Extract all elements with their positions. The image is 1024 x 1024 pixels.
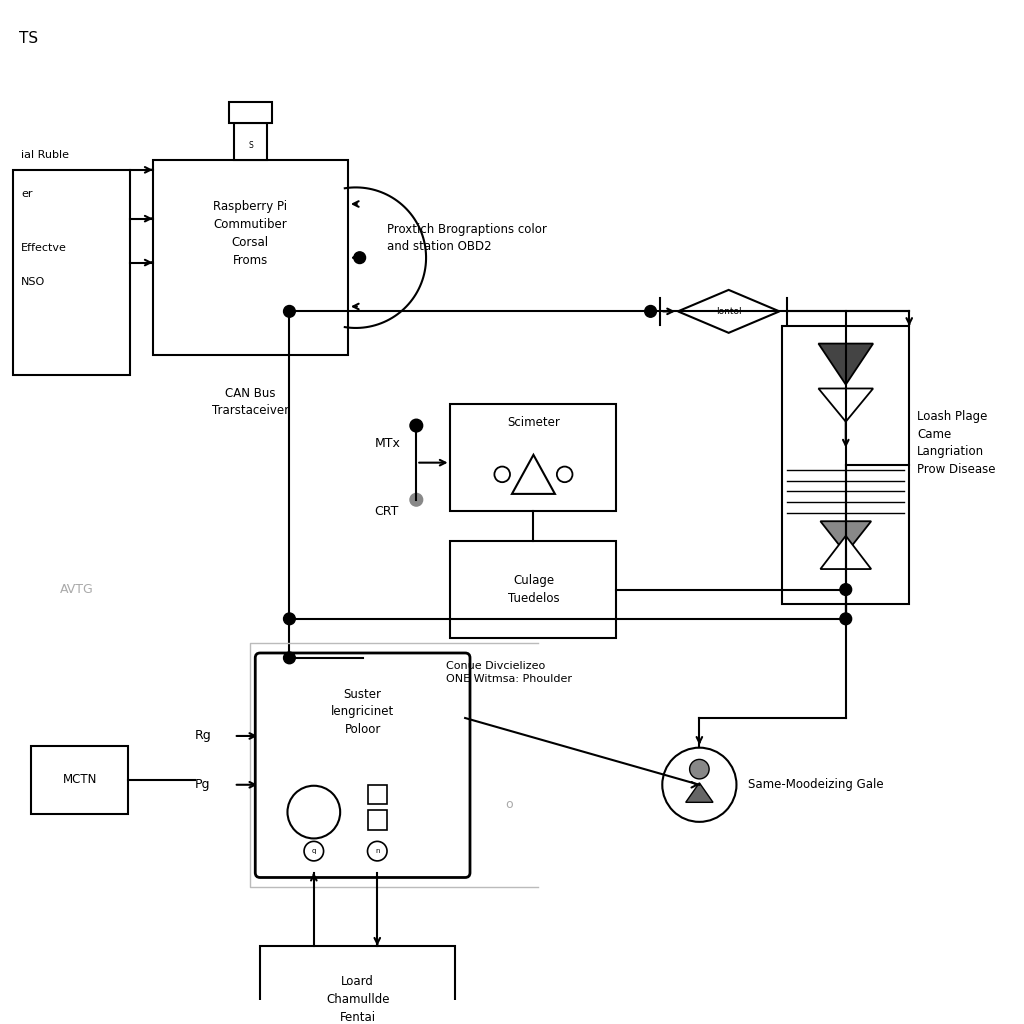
Circle shape — [284, 613, 295, 625]
Text: S: S — [248, 141, 253, 150]
Text: o: o — [505, 798, 513, 811]
Bar — [13, 170, 130, 375]
Text: CAN Bus
Trarstaceiver: CAN Bus Trarstaceiver — [212, 386, 289, 417]
Bar — [229, 101, 271, 123]
Circle shape — [368, 842, 387, 861]
Circle shape — [304, 842, 324, 861]
Circle shape — [840, 584, 852, 595]
Bar — [153, 160, 348, 355]
Text: TS: TS — [19, 31, 38, 45]
Text: Conue Divcielizeо
ONE Witmsa: Phoulder: Conue Divcielizeо ONE Witmsa: Phoulder — [445, 660, 571, 684]
Text: Raspberry Pi
Commutiber
Corsal
Froms: Raspberry Pi Commutiber Corsal Froms — [213, 200, 288, 267]
Text: er: er — [22, 189, 33, 200]
Text: Scimeter: Scimeter — [507, 416, 560, 429]
Bar — [368, 784, 387, 804]
Text: Culage
Tuedelos: Culage Tuedelos — [508, 574, 559, 605]
Circle shape — [495, 467, 510, 482]
Bar — [260, 946, 456, 1024]
Circle shape — [840, 613, 852, 625]
Text: Pg: Pg — [195, 778, 210, 792]
Polygon shape — [820, 536, 871, 569]
Bar — [451, 404, 616, 511]
Polygon shape — [818, 344, 873, 385]
Polygon shape — [512, 455, 555, 494]
Bar — [368, 810, 387, 829]
Text: n: n — [375, 848, 380, 854]
Polygon shape — [818, 388, 873, 422]
Circle shape — [557, 467, 572, 482]
Circle shape — [354, 252, 366, 263]
Circle shape — [410, 419, 423, 432]
Text: MTx: MTx — [375, 436, 400, 450]
FancyBboxPatch shape — [255, 653, 470, 878]
Polygon shape — [678, 290, 779, 333]
Circle shape — [284, 652, 295, 664]
Text: lontol: lontol — [716, 307, 741, 315]
Text: AVTG: AVTG — [60, 583, 94, 596]
Text: Suster
lengricinet
Poloor: Suster lengricinet Poloor — [331, 687, 394, 735]
Circle shape — [689, 760, 710, 779]
Text: NSO: NSO — [22, 278, 45, 287]
Circle shape — [288, 785, 340, 839]
Text: q: q — [311, 848, 316, 854]
Text: Loard
Chamullde
Fentai: Loard Chamullde Fentai — [326, 975, 389, 1024]
Text: Proxtich Brograptions color
and station OBD2: Proxtich Brograptions color and station … — [387, 223, 547, 253]
Text: Rg: Rg — [195, 729, 212, 742]
Text: MCTN: MCTN — [62, 773, 96, 786]
Text: CRT: CRT — [375, 505, 398, 518]
Polygon shape — [686, 782, 713, 803]
Text: Effectve: Effectve — [22, 243, 67, 253]
Circle shape — [410, 494, 423, 506]
Bar — [233, 123, 267, 160]
Bar — [31, 745, 128, 814]
Circle shape — [645, 305, 656, 317]
Text: Loash Plage
Came
Langriation
Prow Disease: Loash Plage Came Langriation Prow Diseas… — [918, 411, 995, 476]
Polygon shape — [820, 521, 871, 553]
Circle shape — [663, 748, 736, 822]
Text: ial Ruble: ial Ruble — [22, 151, 69, 160]
Bar — [782, 326, 909, 604]
Text: Same-Moodeizing Gale: Same-Moodeizing Gale — [749, 778, 884, 792]
Circle shape — [284, 305, 295, 317]
Bar — [451, 541, 616, 638]
